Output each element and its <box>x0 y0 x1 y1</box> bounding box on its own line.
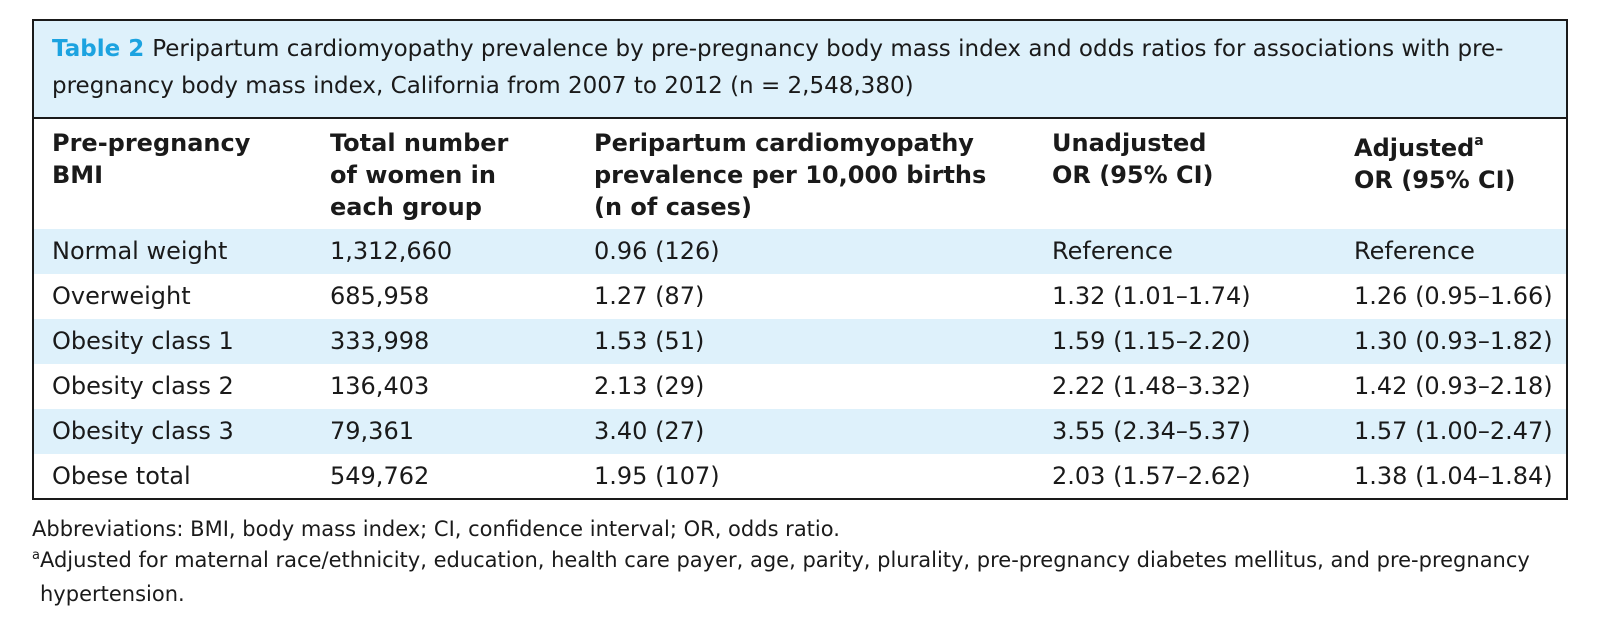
column-header-bmi: Pre-pregnancy BMI <box>52 129 251 189</box>
table-row: Obese total 549,762 1.95 (107) 2.03 (1.5… <box>34 454 1566 499</box>
cell-prevalence: 1.27 (87) <box>594 282 705 310</box>
cell-adjusted: 1.26 (0.95–1.66) <box>1354 282 1553 310</box>
table-row: Normal weight 1,312,660 0.96 (126) Refer… <box>34 229 1566 274</box>
data-table: Table 2 Peripartum cardiomyopathy prevale… <box>32 19 1568 500</box>
cell-bmi: Obesity class 1 <box>52 327 234 355</box>
cell-bmi: Obesity class 3 <box>52 417 234 445</box>
cell-prevalence: 1.95 (107) <box>594 462 720 490</box>
cell-total: 1,312,660 <box>330 237 453 265</box>
cell-adjusted: 1.57 (1.00–2.47) <box>1354 417 1553 445</box>
cell-total: 333,998 <box>330 327 430 355</box>
cell-total: 136,403 <box>330 372 430 400</box>
footnote-a: aAdjusted for maternal race/ethnicity, e… <box>32 545 1572 610</box>
cell-adjusted: Reference <box>1354 237 1475 265</box>
cell-bmi: Normal weight <box>52 237 228 265</box>
cell-bmi: Obese total <box>52 462 191 490</box>
cell-unadjusted: 3.55 (2.34–5.37) <box>1052 417 1251 445</box>
cell-unadjusted: 2.22 (1.48–3.32) <box>1052 372 1251 400</box>
cell-total: 79,361 <box>330 417 414 445</box>
column-header-unadjusted: Unadjusted OR (95% CI) <box>1052 129 1214 189</box>
adjusted-header-sup: a <box>1474 133 1484 149</box>
cell-unadjusted: 2.03 (1.57–2.62) <box>1052 462 1251 490</box>
table-label: Table 2 <box>52 36 145 62</box>
cell-prevalence: 2.13 (29) <box>594 372 705 400</box>
cell-prevalence: 1.53 (51) <box>594 327 705 355</box>
footnote-a-continuation: hypertension. <box>40 582 185 606</box>
cell-unadjusted: Reference <box>1052 237 1173 265</box>
column-header-row: Pre-pregnancy BMI Total number of women … <box>34 119 1566 229</box>
table-caption: Table 2 Peripartum cardiomyopathy prevale… <box>34 21 1566 119</box>
table-row: Obesity class 2 136,403 2.13 (29) 2.22 (… <box>34 364 1566 409</box>
cell-total: 685,958 <box>330 282 430 310</box>
table-row: Obesity class 3 79,361 3.40 (27) 3.55 (2… <box>34 409 1566 454</box>
table-row: Obesity class 1 333,998 1.53 (51) 1.59 (… <box>34 319 1566 364</box>
cell-unadjusted: 1.59 (1.15–2.20) <box>1052 327 1251 355</box>
cell-unadjusted: 1.32 (1.01–1.74) <box>1052 282 1251 310</box>
cell-adjusted: 1.42 (0.93–2.18) <box>1354 372 1553 400</box>
cell-prevalence: 0.96 (126) <box>594 237 720 265</box>
column-header-total: Total number of women in each group <box>330 129 509 221</box>
cell-adjusted: 1.30 (0.93–1.82) <box>1354 327 1553 355</box>
column-header-adjusted: Adjusteda OR (95% CI) <box>1354 127 1516 196</box>
footnote-a-mark: a <box>32 548 40 563</box>
cell-prevalence: 3.40 (27) <box>594 417 705 445</box>
adjusted-header-text: Adjusted <box>1354 134 1475 162</box>
cell-adjusted: 1.38 (1.04–1.84) <box>1354 462 1553 490</box>
column-header-prevalence: Peripartum cardiomyopathy prevalence per… <box>594 129 987 221</box>
footnote-a-text: Adjusted for maternal race/ethnicity, ed… <box>39 548 1530 572</box>
cell-bmi: Overweight <box>52 282 191 310</box>
cell-bmi: Obesity class 2 <box>52 372 234 400</box>
adjusted-header-line2: OR (95% CI) <box>1354 166 1516 194</box>
table-caption-text: Peripartum cardiomyopathy prevalence by … <box>52 36 1504 99</box>
table-footnotes: Abbreviations: BMI, body mass index; CI,… <box>32 514 1572 610</box>
footnote-abbreviations: Abbreviations: BMI, body mass index; CI,… <box>32 517 840 541</box>
table-row: Overweight 685,958 1.27 (87) 1.32 (1.01–… <box>34 274 1566 319</box>
cell-total: 549,762 <box>330 462 430 490</box>
